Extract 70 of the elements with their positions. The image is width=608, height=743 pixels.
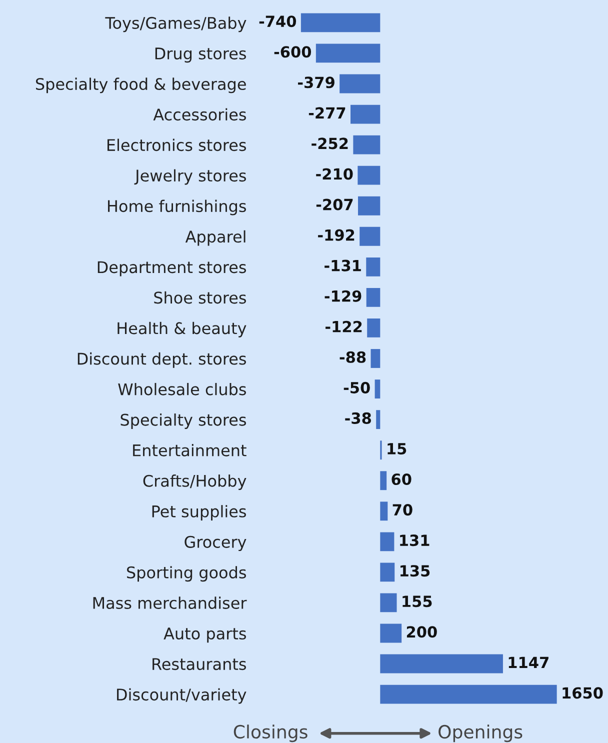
bar (380, 562, 395, 582)
data-label: -600 (274, 46, 312, 58)
bar (366, 288, 380, 307)
data-label: 135 (400, 565, 430, 577)
y-tick-label: Pet supplies (152, 505, 246, 521)
bar (366, 257, 380, 276)
bar (300, 13, 380, 32)
bar (374, 380, 380, 398)
data-label: -129 (324, 290, 362, 302)
y-tick-label: Health & beauty (118, 322, 246, 338)
data-label: -192 (318, 229, 354, 241)
y-tick-label: Restaurants (152, 658, 246, 670)
data-label: -131 (324, 260, 361, 272)
y-tick-label: Specialty stores (120, 413, 246, 429)
data-label: -210 (316, 168, 353, 180)
y-tick-label: Specialty food & beverage (36, 78, 246, 94)
y-tick-label: Shoe stores (154, 291, 246, 304)
bar (380, 624, 402, 643)
data-label: -277 (308, 107, 346, 118)
data-label: -50 (344, 382, 370, 394)
bar (380, 471, 387, 490)
bar (353, 135, 380, 154)
y-tick-label: Jewelry stores (134, 169, 246, 185)
bar (367, 318, 380, 338)
bar (380, 532, 394, 552)
bar (358, 166, 380, 185)
bar (380, 593, 397, 612)
data-label: 70 (392, 504, 412, 516)
y-tick-label: Crafts/Hobby (143, 474, 246, 490)
bar (370, 349, 380, 368)
data-label: 1650 (562, 687, 603, 699)
data-label: 155 (402, 596, 432, 608)
bar (360, 226, 380, 246)
y-tick-label: Grocery (184, 536, 246, 552)
data-label: 1147 (508, 656, 548, 668)
bar (340, 74, 380, 94)
y-tick-label: Toys/Games/Baby (105, 16, 246, 32)
y-tick-label: Apparel (185, 230, 246, 246)
y-tick-label: Drug stores (155, 48, 246, 63)
y-tick-label: Sporting goods (127, 566, 246, 582)
y-tick-label: Home furnishings (108, 200, 246, 216)
data-label: -379 (298, 76, 334, 88)
data-label: 60 (392, 473, 412, 486)
bar (316, 44, 380, 63)
bar (350, 104, 380, 124)
bar (380, 502, 388, 521)
data-label: 131 (400, 534, 430, 546)
bar (380, 654, 503, 674)
y-tick-label: Mass merchandiser (93, 596, 247, 610)
y-tick-label: Auto parts (164, 628, 246, 643)
text: Closings (234, 724, 308, 742)
bar (376, 410, 380, 430)
bar (380, 684, 557, 704)
data-label: -122 (326, 320, 362, 332)
y-tick-label: Discount/variety (117, 688, 246, 704)
text: Openings (438, 724, 522, 742)
y-tick-label: Accessories (153, 108, 246, 121)
data-label: -252 (312, 138, 348, 150)
data-label: 15 (388, 443, 406, 455)
data-label: 200 (406, 626, 437, 638)
data-label: -207 (316, 198, 353, 210)
bar (358, 196, 380, 216)
data-label: -740 (259, 16, 296, 28)
data-label: -88 (340, 351, 366, 363)
data-label: -38 (345, 412, 371, 424)
y-tick-label: Entertainment (133, 444, 246, 456)
y-tick-label: Wholesale clubs (118, 382, 246, 396)
y-tick-label: Discount dept. stores (78, 352, 246, 368)
y-tick-label: Department stores (98, 261, 246, 276)
y-tick-label: Electronics stores (108, 138, 246, 152)
